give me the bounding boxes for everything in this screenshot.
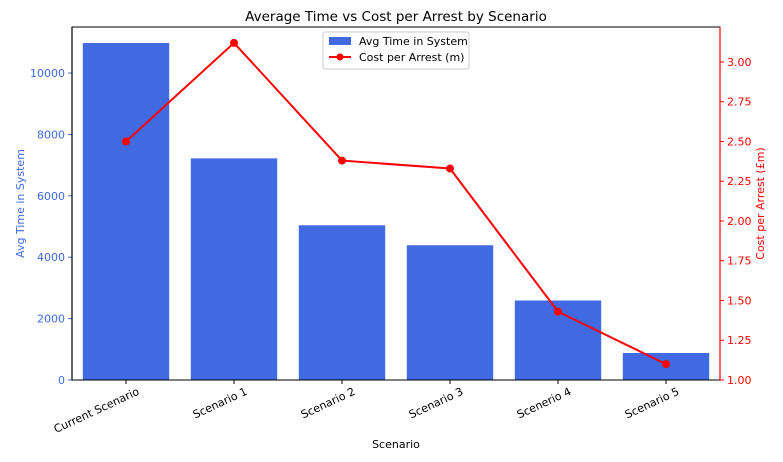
- bar: [82, 42, 170, 381]
- bar-series: [82, 42, 710, 381]
- right-tick-label: 2.00: [727, 215, 752, 228]
- line-series: [122, 38, 670, 369]
- legend: Avg Time in System Cost per Arrest (m): [322, 31, 470, 70]
- left-tick-label: 0: [58, 374, 65, 387]
- x-tick-label: Current Scenario: [52, 385, 142, 436]
- bar: [190, 158, 278, 380]
- y-right-label: Cost per Arrest (£m): [754, 147, 767, 259]
- chart-title: Average Time vs Cost per Arrest by Scena…: [245, 9, 547, 25]
- right-tick-label: 1.50: [727, 294, 752, 307]
- x-tick-label: Scenario 5: [623, 385, 681, 421]
- y-left-label: Avg Time in System: [14, 149, 27, 258]
- x-tick-label: Scenario 3: [407, 385, 465, 421]
- line-point: [230, 38, 238, 47]
- left-tick-label: 10000: [30, 67, 65, 80]
- x-tick-label: Scenario 1: [191, 385, 249, 421]
- right-axis-ticks: 1.00 1.25 1.50 1.75 2.00 2.25 2.50 2.75 3.00: [720, 56, 752, 387]
- line-point: [554, 307, 562, 316]
- left-tick-label: 6000: [37, 190, 65, 203]
- bar: [298, 225, 386, 380]
- right-tick-label: 1.00: [727, 374, 752, 387]
- x-tick-label: Scenario 2: [299, 385, 357, 421]
- line-point: [662, 360, 670, 369]
- left-axis-ticks: 0 2000 4000 6000 8000 10000: [30, 67, 72, 387]
- bar: [406, 245, 494, 380]
- right-tick-label: 1.25: [727, 334, 752, 347]
- right-tick-label: 2.25: [727, 175, 752, 188]
- x-axis-label: Scenario: [372, 438, 420, 451]
- right-tick-label: 2.75: [727, 96, 752, 109]
- legend-bar-label: Avg Time in System: [359, 35, 468, 48]
- right-tick-label: 3.00: [727, 56, 752, 69]
- line-point: [122, 137, 130, 146]
- legend-bar-swatch: [329, 37, 351, 45]
- x-tick-label: Scenerio 4: [515, 385, 573, 421]
- left-tick-label: 4000: [37, 251, 65, 264]
- right-tick-label: 1.75: [727, 255, 752, 268]
- x-axis-ticks: Current Scenario Scenario 1 Scenario 2 Scen…: [52, 380, 681, 436]
- left-tick-label: 2000: [37, 313, 65, 326]
- cost-line: [125, 41, 667, 365]
- line-point: [338, 156, 346, 165]
- left-tick-label: 8000: [37, 128, 65, 141]
- line-point: [446, 164, 454, 173]
- right-tick-label: 2.50: [727, 135, 752, 148]
- legend-line-label: Cost per Arrest (m): [359, 51, 464, 64]
- legend-line-marker: [336, 53, 344, 61]
- legend-box: [322, 31, 470, 70]
